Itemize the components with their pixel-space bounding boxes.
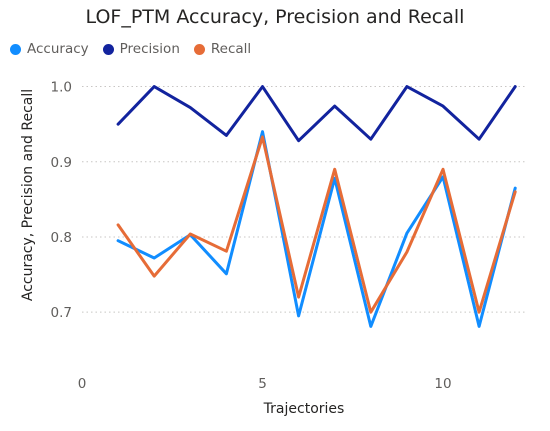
- series-line-precision[interactable]: [116, 85, 517, 143]
- x-tick-label: 5: [258, 376, 267, 392]
- y-tick-label: 1.0: [51, 80, 72, 96]
- y-axis-ticks: 0.7 0.8 0.9 1.0: [51, 80, 72, 322]
- y-tick-label: 0.9: [51, 155, 72, 171]
- series-line-recall[interactable]: [116, 135, 517, 314]
- legend-label-recall: Recall: [210, 41, 252, 57]
- legend-marker-accuracy: [10, 43, 21, 55]
- legend-label-accuracy: Accuracy: [27, 41, 89, 57]
- x-axis-title: Trajectories: [263, 401, 345, 417]
- legend-item-precision[interactable]: Precision: [102, 41, 180, 57]
- y-tick-label: 0.7: [51, 305, 72, 321]
- legend-item-recall[interactable]: Recall: [193, 41, 252, 57]
- x-tick-label: 0: [78, 376, 87, 392]
- legend-item-accuracy[interactable]: Accuracy: [10, 41, 89, 57]
- legend-marker-precision: [102, 43, 114, 55]
- legend-label-precision: Precision: [119, 41, 180, 57]
- chart-title: LOF_PTM Accuracy, Precision and Recall: [85, 6, 465, 28]
- y-axis-title: Accuracy, Precision and Recall: [20, 89, 36, 301]
- series-lines: [116, 85, 517, 328]
- series-line-accuracy[interactable]: [116, 130, 517, 328]
- x-tick-label: 10: [434, 376, 451, 392]
- x-axis-ticks: 0 5 10: [78, 376, 452, 392]
- legend: Accuracy Precision Recall: [10, 41, 265, 57]
- legend-marker-recall: [193, 43, 205, 55]
- y-tick-label: 0.8: [51, 230, 72, 246]
- gridlines: [82, 86, 526, 313]
